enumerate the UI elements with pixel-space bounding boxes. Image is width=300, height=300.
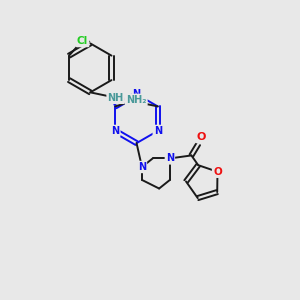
- Text: NH₂: NH₂: [126, 95, 146, 105]
- Text: N: N: [111, 126, 119, 136]
- Text: N: N: [133, 89, 141, 99]
- Text: N: N: [154, 126, 162, 136]
- Text: O: O: [196, 132, 206, 142]
- Text: N: N: [138, 162, 146, 172]
- Text: N: N: [166, 153, 174, 164]
- Text: Cl: Cl: [77, 36, 88, 46]
- Text: NH: NH: [107, 93, 124, 103]
- Text: O: O: [213, 167, 222, 177]
